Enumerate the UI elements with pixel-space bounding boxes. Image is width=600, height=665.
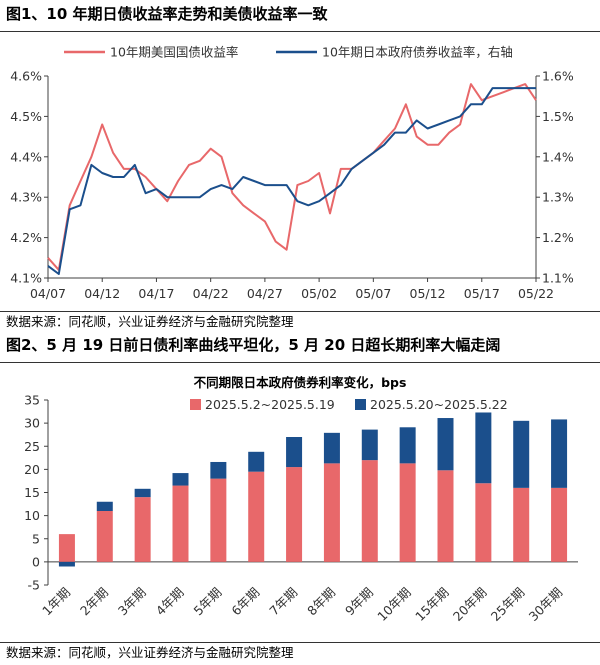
figure1-title: 图1、10 年期日债收益率走势和美债收益率一致	[6, 5, 328, 23]
stacked-bar-chart: 不同期限日本政府债券利率变化，bps 2025.5.2~2025.5.19 20…	[24, 375, 578, 625]
bar-period1	[399, 463, 416, 562]
series-line-us10y	[47, 83, 537, 271]
figure1-top-rule	[0, 31, 600, 32]
bar-period1	[361, 460, 378, 562]
x-tick-label: 05/12	[410, 286, 446, 301]
legend-label-us10y: 10年期美国国债收益率	[110, 45, 238, 60]
x-tick-label: 7年期	[266, 585, 300, 619]
bar-period1	[134, 497, 151, 562]
x-tick-label: 3年期	[115, 585, 149, 619]
left-y-tick-label: 4.1%	[10, 271, 42, 286]
bar-period2	[134, 488, 151, 498]
figure1-source: 数据来源：同花顺，兴业证券经济与金融研究院整理	[6, 314, 294, 329]
y-tick-label: -5	[28, 578, 40, 593]
x-tick-label: 04/07	[30, 286, 66, 301]
bar-period2	[513, 420, 530, 488]
x-tick-label: 25年期	[488, 585, 528, 625]
bar-period1	[210, 478, 227, 562]
right-y-tick-label: 1.2%	[542, 230, 574, 245]
left-y-tick-label: 4.4%	[10, 149, 42, 164]
bar-period1	[172, 485, 189, 562]
legend-label-period1: 2025.5.2~2025.5.19	[205, 397, 335, 412]
x-tick-label: 9年期	[342, 585, 376, 619]
y-tick-label: 25	[24, 439, 40, 454]
x-tick-label: 05/07	[355, 286, 391, 301]
x-tick-label: 2年期	[77, 585, 111, 619]
y-tick-label: 5	[32, 531, 40, 546]
left-y-tick-label: 4.6%	[10, 69, 42, 84]
x-tick-label: 05/22	[518, 286, 554, 301]
bar-period2	[361, 429, 378, 461]
legend-label-jgb10y: 10年期日本政府债券收益率，右轴	[322, 45, 513, 60]
bar-period2	[437, 418, 454, 471]
x-tick-label: 15年期	[412, 585, 452, 625]
right-y-tick-label: 1.4%	[542, 149, 574, 164]
left-y-tick-label: 4.2%	[10, 230, 42, 245]
x-tick-label: 05/17	[464, 286, 500, 301]
x-tick-label: 04/22	[193, 286, 229, 301]
bar-period1	[323, 463, 340, 562]
figure2-title: 图2、5 月 19 日前日债利率曲线平坦化，5 月 20 日超长期利率大幅走阔	[6, 336, 501, 354]
x-tick-label: 04/17	[138, 286, 174, 301]
x-tick-label: 5年期	[191, 585, 225, 619]
bar-period2	[399, 427, 416, 464]
right-y-tick-label: 1.6%	[542, 69, 574, 84]
bar-period1	[475, 483, 492, 562]
bar-period1	[286, 467, 303, 562]
line-chart-legend: 10年期美国国债收益率 10年期日本政府债券收益率，右轴	[64, 45, 513, 60]
bar-period2	[551, 419, 568, 488]
bar-period1	[248, 471, 265, 562]
right-y-tick-label: 1.3%	[542, 190, 574, 205]
figure2-top-rule	[0, 362, 600, 363]
bar-chart-legend: 2025.5.2~2025.5.19 2025.5.20~2025.5.22	[190, 397, 508, 412]
left-y-tick-label: 4.5%	[10, 109, 42, 124]
y-tick-label: 15	[24, 485, 40, 500]
bar-period2	[475, 412, 492, 484]
x-tick-label: 8年期	[304, 585, 338, 619]
bar-period1	[96, 511, 113, 562]
figure2-bottom-rule	[0, 642, 600, 643]
left-y-tick-label: 4.3%	[10, 190, 42, 205]
legend-swatch-period2	[355, 399, 366, 410]
bar-period2	[96, 501, 113, 511]
x-tick-label: 30年期	[526, 585, 566, 625]
x-tick-label: 6年期	[228, 585, 262, 619]
y-tick-label: 35	[24, 393, 40, 408]
right-y-tick-label: 1.1%	[542, 271, 574, 286]
y-tick-label: 0	[32, 554, 40, 569]
bar-period1	[551, 487, 568, 562]
bar-period2	[210, 461, 227, 479]
series-line-jgb10y	[47, 87, 536, 275]
x-tick-label: 4年期	[153, 585, 187, 619]
x-tick-label: 1年期	[39, 585, 73, 619]
legend-label-period2: 2025.5.20~2025.5.22	[370, 397, 508, 412]
bar-period2	[323, 432, 340, 464]
line-chart: 10年期美国国债收益率 10年期日本政府债券收益率，右轴 4.1% 4.2% 4.3…	[10, 45, 574, 302]
x-tick-label: 10年期	[374, 585, 414, 625]
y-tick-label: 20	[24, 462, 40, 477]
bar-period2	[286, 437, 303, 468]
bar-period1	[513, 487, 530, 562]
right-y-tick-label: 1.5%	[542, 109, 574, 124]
x-tick-label: 20年期	[450, 585, 490, 625]
bar-period1	[58, 534, 75, 562]
bar-period2	[172, 473, 189, 486]
figure1-bottom-rule	[0, 311, 600, 312]
x-tick-label: 04/12	[84, 286, 120, 301]
bar-period2	[58, 561, 75, 567]
bar-chart-title: 不同期限日本政府债券利率变化，bps	[194, 375, 407, 390]
bar-period2	[248, 451, 265, 472]
x-tick-label: 04/27	[247, 286, 283, 301]
bar-period1	[437, 470, 454, 562]
y-tick-label: 10	[24, 508, 40, 523]
figure2-source: 数据来源：同花顺，兴业证券经济与金融研究院整理	[6, 645, 294, 660]
legend-swatch-period1	[190, 399, 201, 410]
x-tick-label: 05/02	[301, 286, 337, 301]
y-tick-label: 30	[24, 416, 40, 431]
